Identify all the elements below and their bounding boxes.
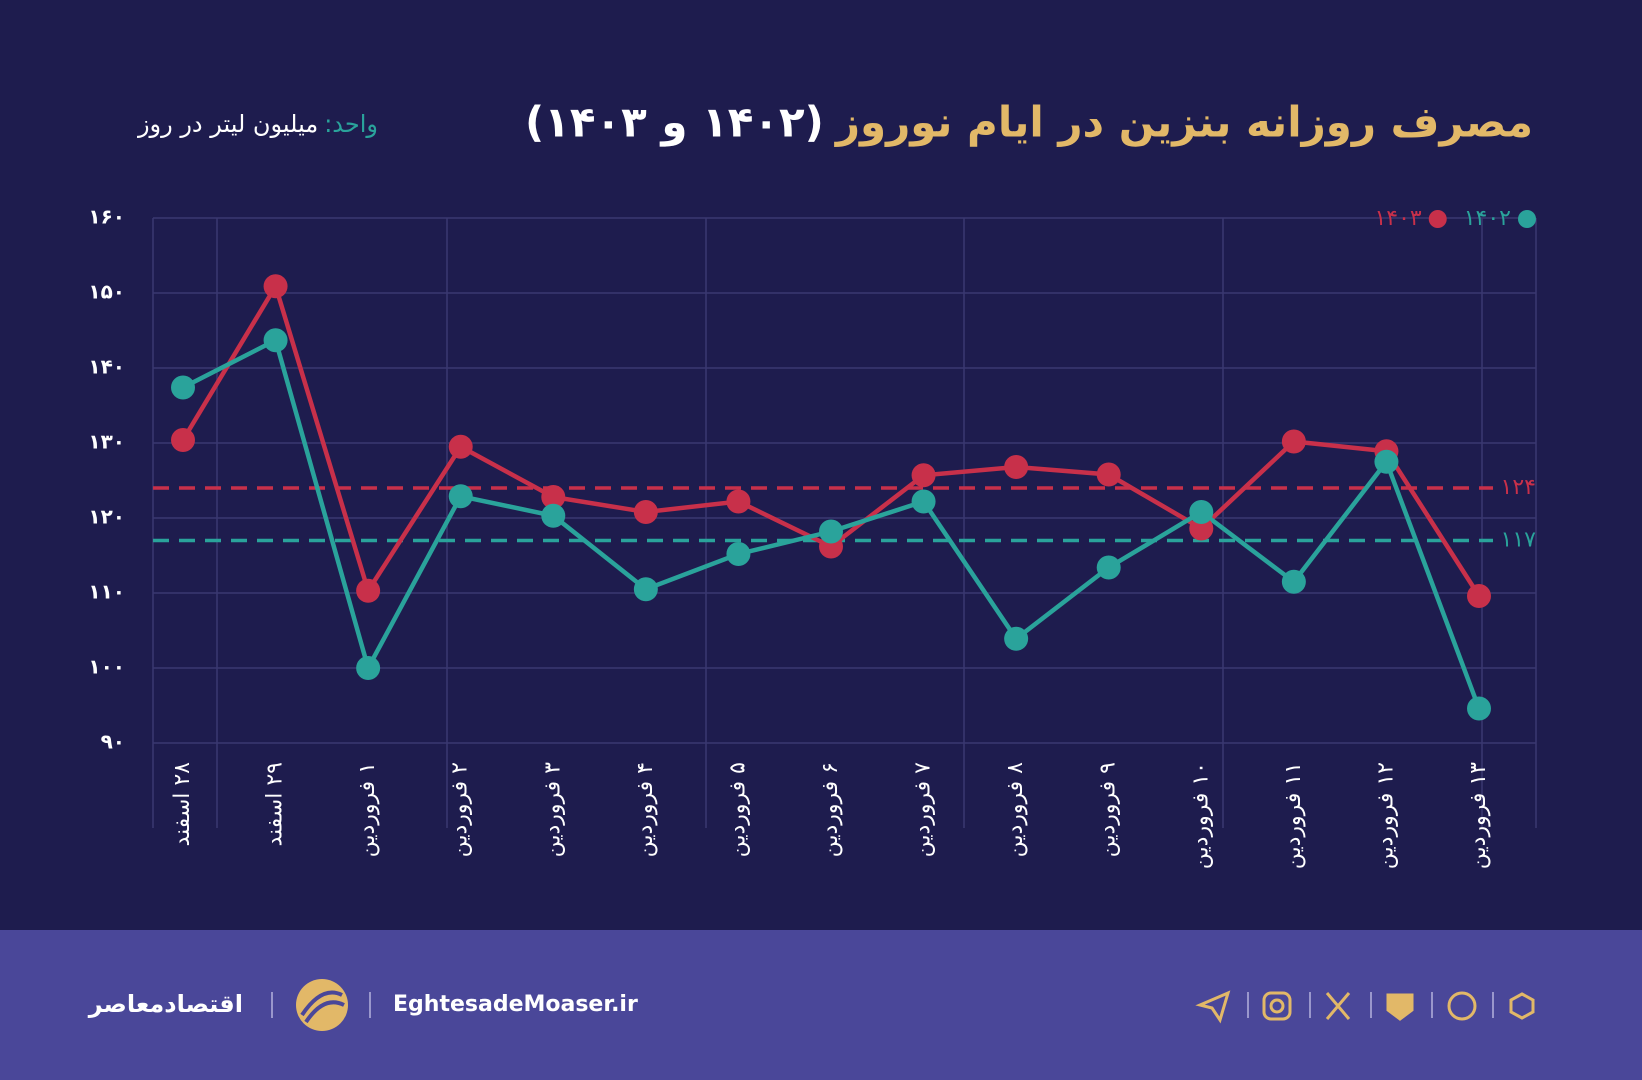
data-point <box>448 434 473 459</box>
data-point <box>819 519 843 544</box>
x-tick-label: ۶ فروردین <box>818 762 843 857</box>
x-tick-label: ۴ فروردین <box>633 762 658 857</box>
data-point <box>1467 584 1491 608</box>
legend-marker <box>1518 210 1536 228</box>
y-tick-label: ۱۳۰ <box>88 430 125 454</box>
data-point <box>1096 555 1121 580</box>
x-tick-label: ۷ فروردین <box>911 762 936 858</box>
y-tick-label: ۱۰۰ <box>88 655 125 679</box>
x-tick-label: ۱۲ فروردین <box>1373 762 1398 869</box>
x-tick-label: ۲۹ اسفند <box>263 762 288 847</box>
data-point <box>356 656 381 680</box>
y-tick-label: ۱۴۰ <box>88 355 125 379</box>
data-point <box>1467 696 1491 721</box>
data-point <box>1096 462 1121 487</box>
y-tick-label: ۱۱۰ <box>88 580 125 604</box>
data-point <box>263 274 288 299</box>
brand: اقتصادمعاصر <box>88 990 243 1018</box>
reference-label: ۱۱۷ <box>1501 528 1537 553</box>
x-tick-label: ۲ فروردین <box>448 762 473 857</box>
data-point <box>541 485 566 509</box>
unit-label: واحد: <box>324 110 378 138</box>
data-point <box>263 328 288 353</box>
social-icons[interactable] <box>1195 990 1535 1024</box>
x-tick-label: ۳ فروردین <box>540 762 565 858</box>
data-point <box>356 578 381 603</box>
background <box>0 0 1642 930</box>
data-point <box>911 489 936 514</box>
y-tick-label: ۱۶۰ <box>88 205 125 229</box>
footer-bar <box>0 930 1642 1080</box>
site-url[interactable]: EghtesadeMoaser.ir <box>393 992 638 1017</box>
data-point <box>448 484 473 509</box>
data-point <box>541 503 566 528</box>
data-point <box>1004 626 1029 651</box>
data-point <box>726 542 751 566</box>
data-point <box>1281 429 1306 454</box>
x-tick-label: ۱۳ فروردین <box>1466 762 1491 869</box>
x-tick-label: ۱۱ فروردین <box>1281 762 1306 869</box>
data-point <box>633 577 658 602</box>
reference-label: ۱۲۴ <box>1501 475 1536 500</box>
x-tick-label: ۵ فروردین <box>725 762 750 857</box>
chart-title: مصرف روزانه بنزین در ایام نوروز <box>834 98 1533 148</box>
x-tick-label: ۹ فروردین <box>1096 762 1121 857</box>
x-tick-label: ۱۰ فروردین <box>1188 762 1213 869</box>
data-point <box>726 489 751 514</box>
y-tick-label: ۹۰ <box>101 730 125 754</box>
data-point <box>633 500 658 524</box>
data-point <box>171 428 195 452</box>
x-tick-label: ۱ فروردین <box>355 762 380 857</box>
logo-mark <box>300 990 345 1024</box>
legend-marker <box>1428 210 1447 228</box>
y-tick-label: ۱۵۰ <box>88 280 125 304</box>
data-point <box>1189 516 1214 541</box>
unit: میلیون لیتر در روز <box>137 110 318 138</box>
data-point <box>1189 500 1214 524</box>
data-point <box>1374 449 1399 474</box>
data-point <box>171 375 195 400</box>
data-point <box>1281 569 1306 594</box>
y-tick-label: ۱۲۰ <box>88 505 125 529</box>
x-tick-label: ۲۸ اسفند <box>170 762 195 847</box>
legend-label: ۱۴۰۳ <box>1374 206 1421 231</box>
legend-label: ۱۴۰۲ <box>1464 206 1511 231</box>
chart-subtitle: (۱۴۰۲ و ۱۴۰۳) <box>525 98 824 148</box>
data-point <box>911 463 936 488</box>
data-point <box>1004 455 1029 479</box>
x-tick-label: ۸ فروردین <box>1003 762 1028 858</box>
